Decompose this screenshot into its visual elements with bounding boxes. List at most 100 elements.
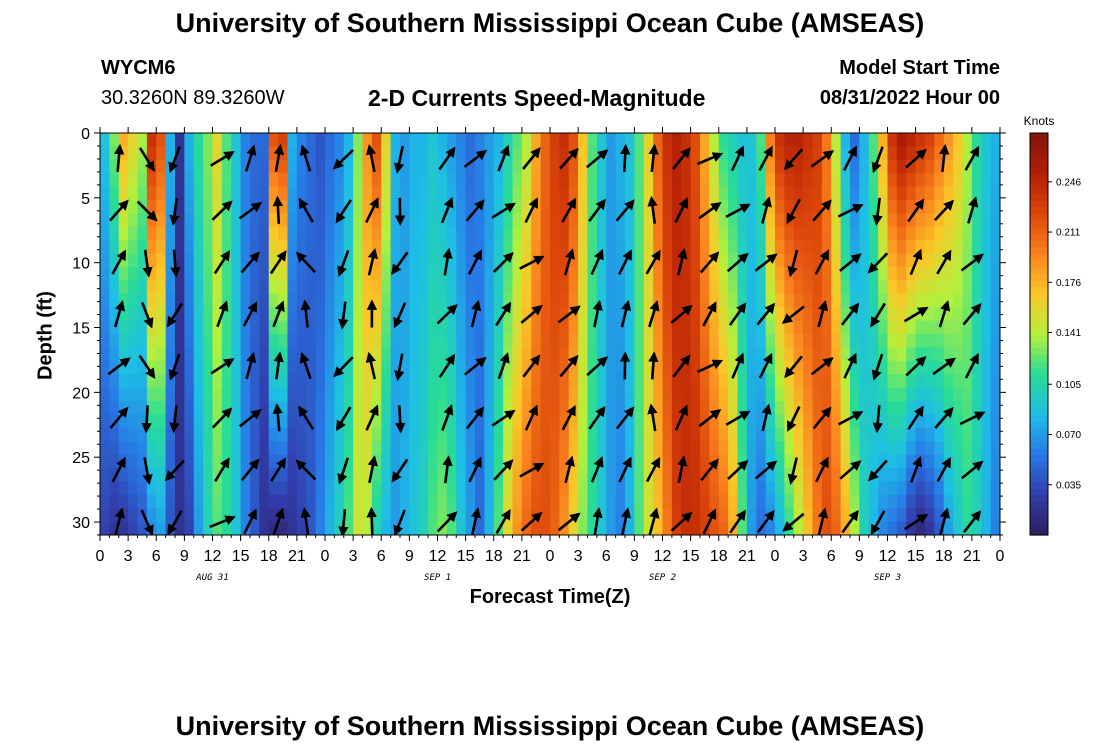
heatmap-cell xyxy=(962,387,973,402)
heatmap-cell xyxy=(915,427,926,442)
heatmap-cell xyxy=(287,293,298,308)
heatmap-cell xyxy=(484,374,495,389)
heatmap-cell xyxy=(503,307,514,322)
heatmap-cell xyxy=(118,360,129,375)
heatmap-cell xyxy=(521,173,532,188)
heatmap-cell xyxy=(765,521,776,535)
heatmap-cell xyxy=(109,387,120,402)
heatmap-cell xyxy=(793,307,804,322)
heatmap-cell xyxy=(550,226,560,241)
heatmap-cell xyxy=(559,427,570,442)
heatmap-cell xyxy=(906,307,917,322)
heatmap-cell xyxy=(925,494,935,509)
heatmap-cell xyxy=(578,334,589,348)
heatmap-cell xyxy=(793,427,804,442)
heatmap-cell xyxy=(756,454,767,469)
heatmap-cell xyxy=(925,240,935,255)
heatmap-cell xyxy=(428,159,439,174)
heatmap-cell xyxy=(231,401,242,415)
heatmap-cell xyxy=(690,454,701,469)
heatmap-cell xyxy=(437,414,448,429)
heatmap-cell xyxy=(521,307,532,322)
heatmap-cell xyxy=(812,508,823,523)
heatmap-cell xyxy=(990,240,1000,255)
heatmap-cell xyxy=(390,240,401,255)
heatmap-cell xyxy=(737,280,748,295)
heatmap-cell xyxy=(690,200,701,214)
current-vector-arrow xyxy=(170,249,181,278)
heatmap-cell xyxy=(690,320,701,335)
heatmap-cell xyxy=(606,173,617,188)
heatmap-cell xyxy=(456,213,467,228)
heatmap-cell xyxy=(578,481,589,496)
heatmap-cell xyxy=(493,494,504,509)
heatmap-cell xyxy=(250,387,260,402)
heatmap-cell xyxy=(165,347,176,362)
heatmap-cell xyxy=(718,133,729,147)
heatmap-cell xyxy=(456,441,467,456)
heatmap-cell xyxy=(128,468,139,482)
heatmap-cell xyxy=(746,226,757,241)
heatmap-cell xyxy=(568,414,579,429)
heatmap-cell xyxy=(306,521,317,535)
current-vector-arrow xyxy=(442,455,453,484)
heatmap-cell xyxy=(156,454,167,469)
heatmap-cell xyxy=(953,173,964,188)
heatmap-cell xyxy=(906,374,917,389)
heatmap-cell xyxy=(184,226,195,241)
heatmap-cell xyxy=(465,307,476,322)
current-vector-arrow xyxy=(168,146,181,174)
colorbar-segment xyxy=(1030,508,1048,516)
heatmap-cell xyxy=(831,133,842,147)
heatmap-cell xyxy=(165,334,176,348)
heatmap-cell xyxy=(409,240,420,255)
heatmap-cell xyxy=(521,481,532,496)
heatmap-cell xyxy=(662,481,673,496)
heatmap-cell xyxy=(643,374,654,389)
heatmap-cell xyxy=(334,508,345,523)
heatmap-cell xyxy=(784,334,795,348)
heatmap-cell xyxy=(765,481,776,496)
heatmap-cell xyxy=(859,133,870,147)
current-vector-arrow xyxy=(335,199,352,224)
heatmap-cell xyxy=(887,200,898,214)
heatmap-cell xyxy=(465,481,476,496)
heatmap-cell xyxy=(118,334,129,348)
heatmap-cell xyxy=(362,159,373,174)
heatmap-cell xyxy=(100,253,110,268)
heatmap-cell xyxy=(240,401,251,415)
heatmap-cell xyxy=(296,320,307,335)
heatmap-cell xyxy=(634,133,645,147)
heatmap-cell xyxy=(596,133,607,147)
heatmap-cell xyxy=(259,240,270,255)
heatmap-cell xyxy=(540,334,551,348)
heatmap-cell xyxy=(315,454,326,469)
heatmap-cell xyxy=(812,360,823,375)
heatmap-cell xyxy=(231,267,242,281)
heatmap-cell xyxy=(212,200,223,214)
heatmap-cell xyxy=(953,360,964,375)
heatmap-cell xyxy=(100,360,110,375)
heatmap-cell xyxy=(315,468,326,482)
heatmap-cell xyxy=(400,374,410,389)
heatmap-cell xyxy=(146,441,157,456)
heatmap-cell xyxy=(512,267,523,281)
heatmap-cell xyxy=(737,468,748,482)
heatmap-cell xyxy=(521,347,532,362)
heatmap-cell xyxy=(540,267,551,281)
heatmap-cell xyxy=(287,441,298,456)
heatmap-cell xyxy=(840,401,851,415)
heatmap-cell xyxy=(550,307,560,322)
heatmap-cell xyxy=(531,267,542,281)
heatmap-cell xyxy=(475,347,485,362)
heatmap-cell xyxy=(737,481,748,496)
heatmap-cell xyxy=(700,427,710,442)
heatmap-cell xyxy=(775,441,785,456)
heatmap-cell xyxy=(250,468,260,482)
heatmap-cell xyxy=(737,401,748,415)
heatmap-cell xyxy=(353,253,364,268)
heatmap-cell xyxy=(915,186,926,201)
x-tick-label: 18 xyxy=(710,548,728,565)
heatmap-cell xyxy=(118,414,129,429)
heatmap-cell xyxy=(765,267,776,281)
